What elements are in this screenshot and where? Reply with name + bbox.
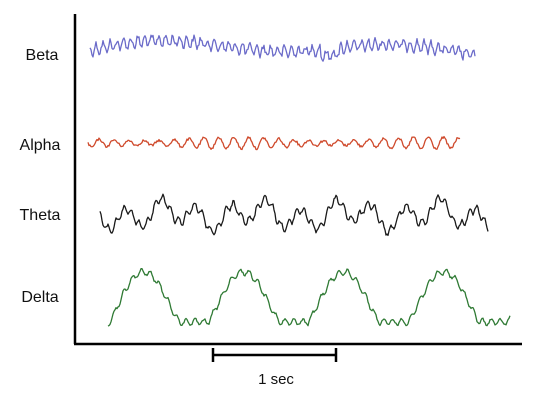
wave-label: Delta — [21, 289, 58, 306]
theta-wave — [99, 193, 489, 237]
wave-label: Alpha — [20, 137, 61, 154]
delta-wave — [107, 268, 511, 327]
beta-wave — [89, 34, 476, 62]
wave-label: Beta — [26, 47, 59, 64]
scale-bar — [211, 348, 338, 362]
alpha-wave — [87, 135, 461, 151]
wave-label: Theta — [20, 207, 61, 224]
scale-label: 1 sec — [258, 371, 294, 388]
